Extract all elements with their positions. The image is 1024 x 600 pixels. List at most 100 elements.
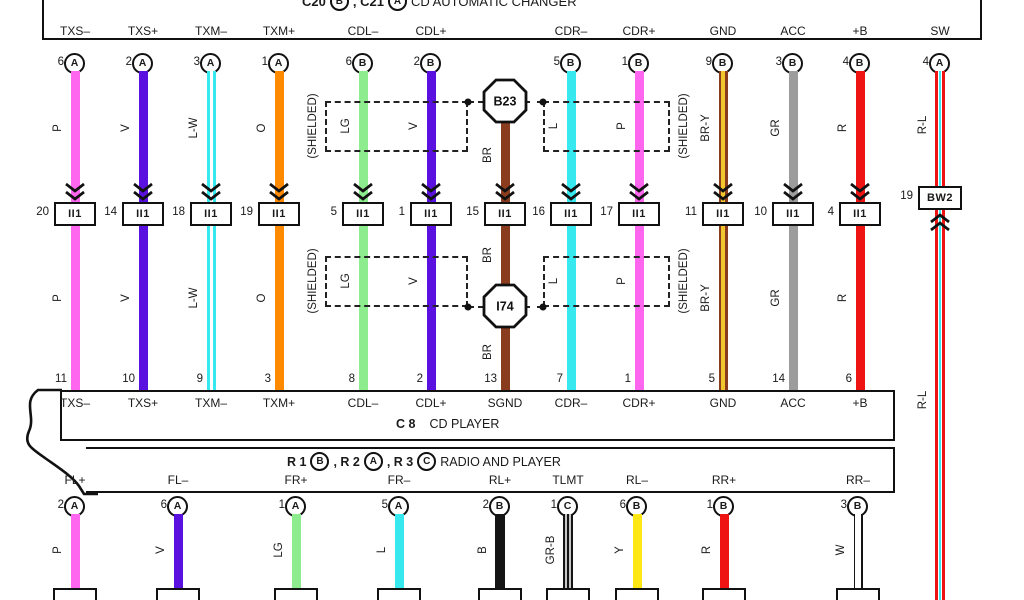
wire-stripe bbox=[358, 71, 368, 390]
wire-stripe bbox=[788, 71, 798, 390]
pin-number: 3 bbox=[775, 56, 782, 68]
wire-P bbox=[634, 71, 644, 390]
junction-connector: II1 bbox=[839, 202, 881, 226]
shield-junction-dot bbox=[539, 98, 547, 106]
junction-connector: II1 bbox=[410, 202, 452, 226]
wire-stripe bbox=[173, 514, 183, 588]
pin-number: 3 bbox=[840, 499, 847, 511]
cd-player-pin-label: TXS– bbox=[59, 396, 91, 410]
wire-stripe bbox=[937, 71, 939, 600]
wire-W bbox=[853, 514, 863, 588]
changer-pin-label: TXM– bbox=[194, 24, 228, 38]
connector-pin-circle: A bbox=[285, 496, 306, 517]
junction-connector: II1 bbox=[122, 202, 164, 226]
wire-stripe bbox=[70, 71, 80, 390]
junction-pin-number: 1 bbox=[398, 206, 405, 218]
chevron-down-icon bbox=[495, 182, 515, 201]
wire-L-W bbox=[206, 71, 216, 390]
cd-player-pin-number: 2 bbox=[416, 373, 423, 385]
wire-code-label: V bbox=[155, 546, 167, 554]
wire-stripe bbox=[564, 514, 568, 588]
junction-connector-clipped bbox=[615, 588, 659, 600]
junction-connector: II1 bbox=[54, 202, 96, 226]
junction-pin-number: 19 bbox=[240, 206, 253, 218]
wire-stripe bbox=[942, 71, 945, 600]
cd-player-pin-number: 6 bbox=[845, 373, 852, 385]
wire-code-label: P bbox=[52, 124, 64, 132]
cd-player-pin-number: 14 bbox=[772, 373, 785, 385]
connector-letter-badge: A bbox=[387, 0, 407, 11]
wire-code-label: BR bbox=[482, 247, 494, 263]
connector-pin-circle: B bbox=[628, 53, 649, 74]
junction-pin-number: 17 bbox=[600, 206, 613, 218]
shield-box bbox=[543, 101, 670, 152]
junction-pin-number: 4 bbox=[827, 206, 834, 218]
cd-player-pin-label: CDL+ bbox=[415, 396, 447, 410]
wire-stripe bbox=[495, 514, 505, 588]
shield-junction-dot bbox=[464, 98, 472, 106]
shield-junction-dot bbox=[464, 303, 472, 311]
junction-connector: II1 bbox=[190, 202, 232, 226]
cd-player-pin-number: 7 bbox=[556, 373, 563, 385]
chevron-down-icon bbox=[65, 182, 85, 201]
junction-pin-number: 15 bbox=[466, 206, 479, 218]
changer-pin-label: TXS+ bbox=[127, 24, 159, 38]
cd-player-pin-number: 9 bbox=[196, 373, 203, 385]
pin-number: 1 bbox=[278, 499, 285, 511]
shield-box bbox=[543, 256, 670, 307]
wire-GR-B bbox=[563, 514, 573, 588]
junction-pin-number: 10 bbox=[754, 206, 767, 218]
wire-stripe bbox=[725, 71, 728, 390]
shielded-label: (SHIELDED) bbox=[678, 248, 690, 314]
wire-stripe bbox=[212, 71, 216, 390]
cd-player-pin-label: +B bbox=[852, 396, 868, 410]
wire-code-label: R bbox=[701, 545, 713, 555]
wire-R bbox=[719, 514, 729, 588]
pin-number: 1 bbox=[706, 499, 713, 511]
chevron-up-icon bbox=[930, 213, 950, 232]
pin-number: 4 bbox=[842, 56, 849, 68]
junction-connector: II1 bbox=[702, 202, 744, 226]
radio-pin-label: RL+ bbox=[488, 473, 512, 487]
pin-number: 9 bbox=[705, 56, 712, 68]
radio-pin-label: RR– bbox=[845, 473, 871, 487]
radio-pin-label: FL+ bbox=[64, 473, 86, 487]
wire-P bbox=[70, 514, 80, 588]
header-text: , R 2 bbox=[333, 454, 360, 469]
shield-link bbox=[524, 306, 543, 308]
wire-stripe bbox=[394, 514, 404, 588]
junction-connector-clipped bbox=[546, 588, 590, 600]
connector-pin-circle: B bbox=[560, 53, 581, 74]
chevron-down-icon bbox=[269, 182, 289, 201]
cd-player-pin-number: 5 bbox=[708, 373, 715, 385]
wire-stripe bbox=[935, 71, 938, 600]
chevron-down-icon bbox=[783, 182, 803, 201]
shielded-label: (SHIELDED) bbox=[307, 93, 319, 159]
wire-stripe bbox=[138, 71, 148, 390]
wire-stripe bbox=[291, 514, 301, 588]
cd-player-pin-label: TXM– bbox=[194, 396, 228, 410]
wire-code-label: L-W bbox=[188, 287, 200, 309]
cd-player-box bbox=[60, 390, 895, 441]
wire-V bbox=[173, 514, 183, 588]
svg-text:I74: I74 bbox=[496, 300, 513, 314]
cd-player-pin-label: SGND bbox=[487, 396, 523, 410]
radio-pin-label: RR+ bbox=[711, 473, 737, 487]
shield-link bbox=[468, 306, 484, 308]
junction-connector: BW2 bbox=[918, 186, 962, 210]
changer-pin-label: TXM+ bbox=[262, 24, 296, 38]
chevron-down-icon bbox=[353, 182, 373, 201]
changer-pin-label: +B bbox=[852, 24, 868, 38]
connector-pin-circle: A bbox=[929, 53, 950, 74]
cd-changer-title: C20 B, C21 A CD AUTOMATIC CHANGER bbox=[302, 0, 577, 11]
junction-connector-clipped bbox=[377, 588, 421, 600]
connector-pin-circle: A bbox=[268, 53, 289, 74]
junction-pin-number: 19 bbox=[900, 190, 913, 202]
wire-code-label: L-W bbox=[188, 117, 200, 139]
connector-letter-badge: B bbox=[310, 452, 330, 471]
connector-letter-badge: B bbox=[329, 0, 349, 11]
connector-pin-circle: A bbox=[64, 496, 85, 517]
wire-GR bbox=[788, 71, 798, 390]
